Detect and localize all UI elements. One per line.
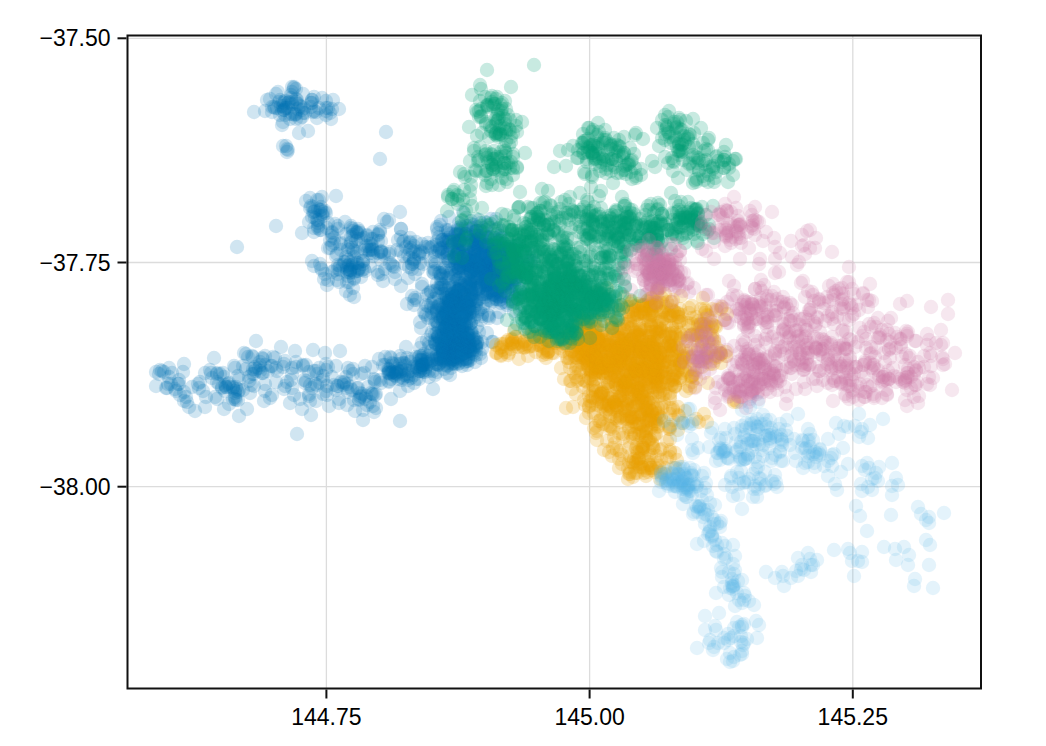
svg-text:144.75: 144.75 bbox=[291, 704, 361, 730]
svg-text:145.25: 145.25 bbox=[818, 704, 888, 730]
svg-text:−37.50: −37.50 bbox=[40, 25, 111, 51]
svg-text:−38.00: −38.00 bbox=[40, 474, 111, 500]
svg-text:145.00: 145.00 bbox=[554, 704, 624, 730]
svg-text:−37.75: −37.75 bbox=[40, 250, 111, 276]
